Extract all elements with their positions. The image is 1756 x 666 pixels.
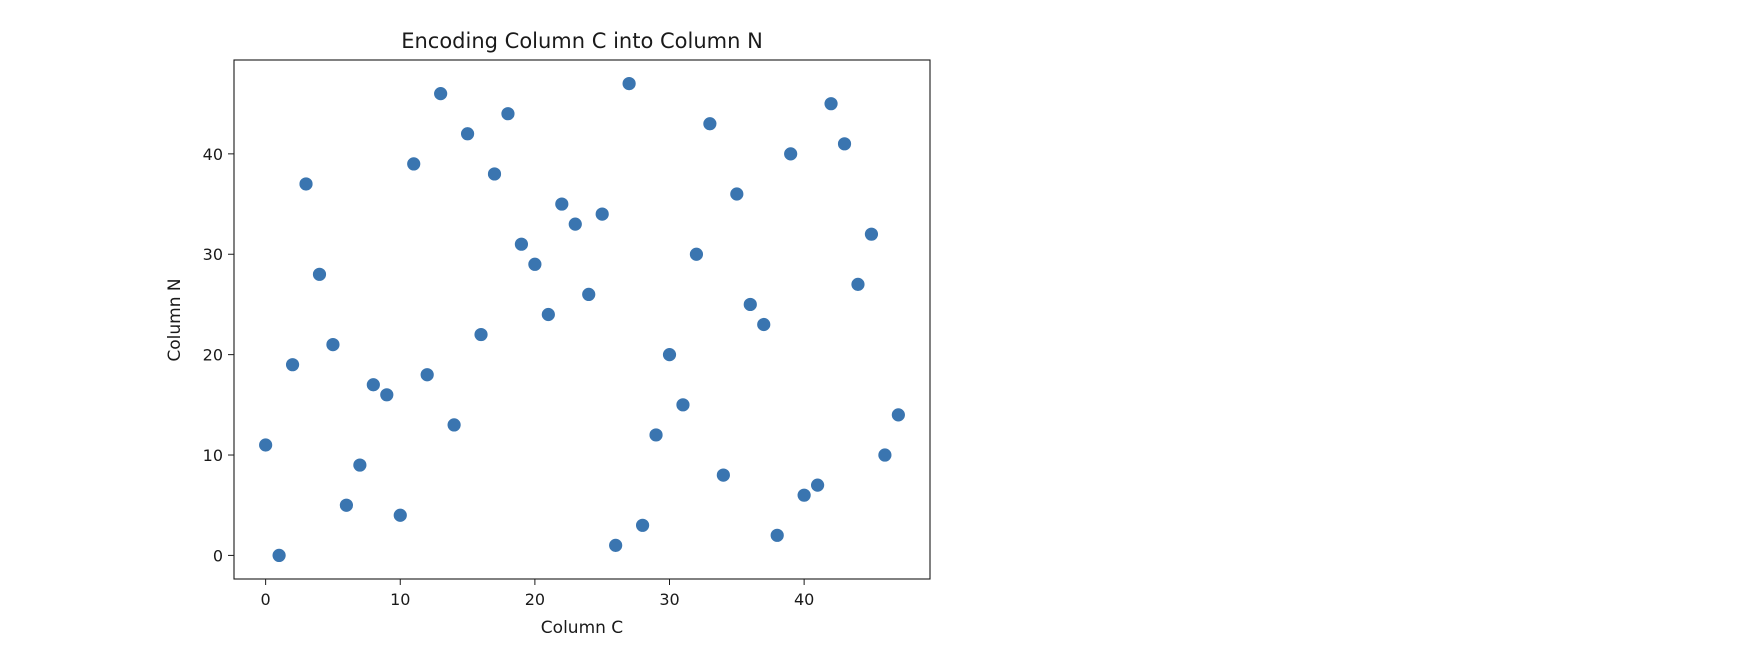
data-point	[514, 236, 529, 252]
data-point	[783, 146, 799, 162]
data-point	[675, 397, 691, 413]
data-point	[796, 487, 812, 503]
data-point	[850, 276, 866, 292]
data-point	[810, 477, 825, 493]
y-tick-label: 20	[203, 346, 223, 365]
data-point	[460, 126, 475, 142]
data-point	[837, 136, 852, 152]
chart-title: Encoding Column C into Column N	[401, 29, 763, 53]
y-tick-label: 30	[203, 245, 223, 264]
data-point	[729, 186, 745, 202]
data-point	[594, 206, 610, 222]
data-point	[406, 156, 422, 172]
data-point	[298, 176, 314, 192]
data-point	[823, 96, 839, 112]
data-point	[608, 537, 624, 553]
data-point	[689, 246, 704, 262]
y-axis: 0 10 20 30 40	[203, 145, 234, 565]
data-point	[864, 226, 879, 242]
data-point	[621, 76, 637, 91]
x-tick-label: 20	[525, 590, 545, 609]
data-point	[756, 317, 772, 332]
data-point	[662, 347, 677, 363]
data-point	[648, 427, 664, 443]
data-point	[419, 367, 435, 383]
data-point	[325, 337, 341, 352]
data-point	[500, 106, 516, 122]
data-point	[554, 196, 570, 212]
data-point	[635, 517, 650, 533]
data-points	[258, 76, 906, 563]
data-point	[379, 387, 395, 403]
data-point	[742, 297, 758, 312]
data-point	[433, 86, 449, 102]
data-point	[339, 497, 354, 513]
data-point	[769, 527, 785, 543]
y-tick-label: 10	[203, 446, 223, 465]
x-tick-label: 30	[659, 590, 679, 609]
data-point	[527, 256, 543, 272]
y-tick-label: 0	[213, 546, 223, 565]
data-point	[473, 327, 489, 342]
data-point	[365, 377, 381, 393]
data-point	[540, 307, 556, 322]
data-point	[285, 357, 300, 373]
x-axis: 0 10 20 30 40	[261, 579, 814, 609]
y-tick-label: 40	[203, 145, 223, 164]
data-point	[581, 287, 597, 302]
data-point	[702, 116, 718, 132]
data-point	[271, 548, 287, 563]
data-point	[877, 447, 893, 463]
data-point	[312, 266, 327, 282]
data-point	[890, 407, 906, 423]
data-point	[392, 507, 408, 523]
y-axis-label: Column N	[165, 278, 185, 361]
data-point	[715, 467, 731, 483]
data-point	[446, 417, 462, 433]
data-point	[567, 216, 583, 232]
x-axis-label: Column C	[541, 618, 623, 638]
data-point	[352, 457, 368, 473]
x-tick-label: 10	[390, 590, 410, 609]
plot-area	[233, 59, 931, 580]
data-point	[258, 437, 274, 453]
data-point	[487, 166, 502, 182]
x-tick-label: 0	[261, 590, 271, 609]
x-tick-label: 40	[794, 590, 814, 609]
